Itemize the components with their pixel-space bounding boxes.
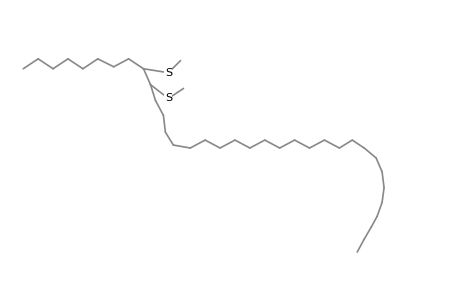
Text: S: S (164, 94, 172, 103)
Text: S: S (164, 68, 172, 78)
